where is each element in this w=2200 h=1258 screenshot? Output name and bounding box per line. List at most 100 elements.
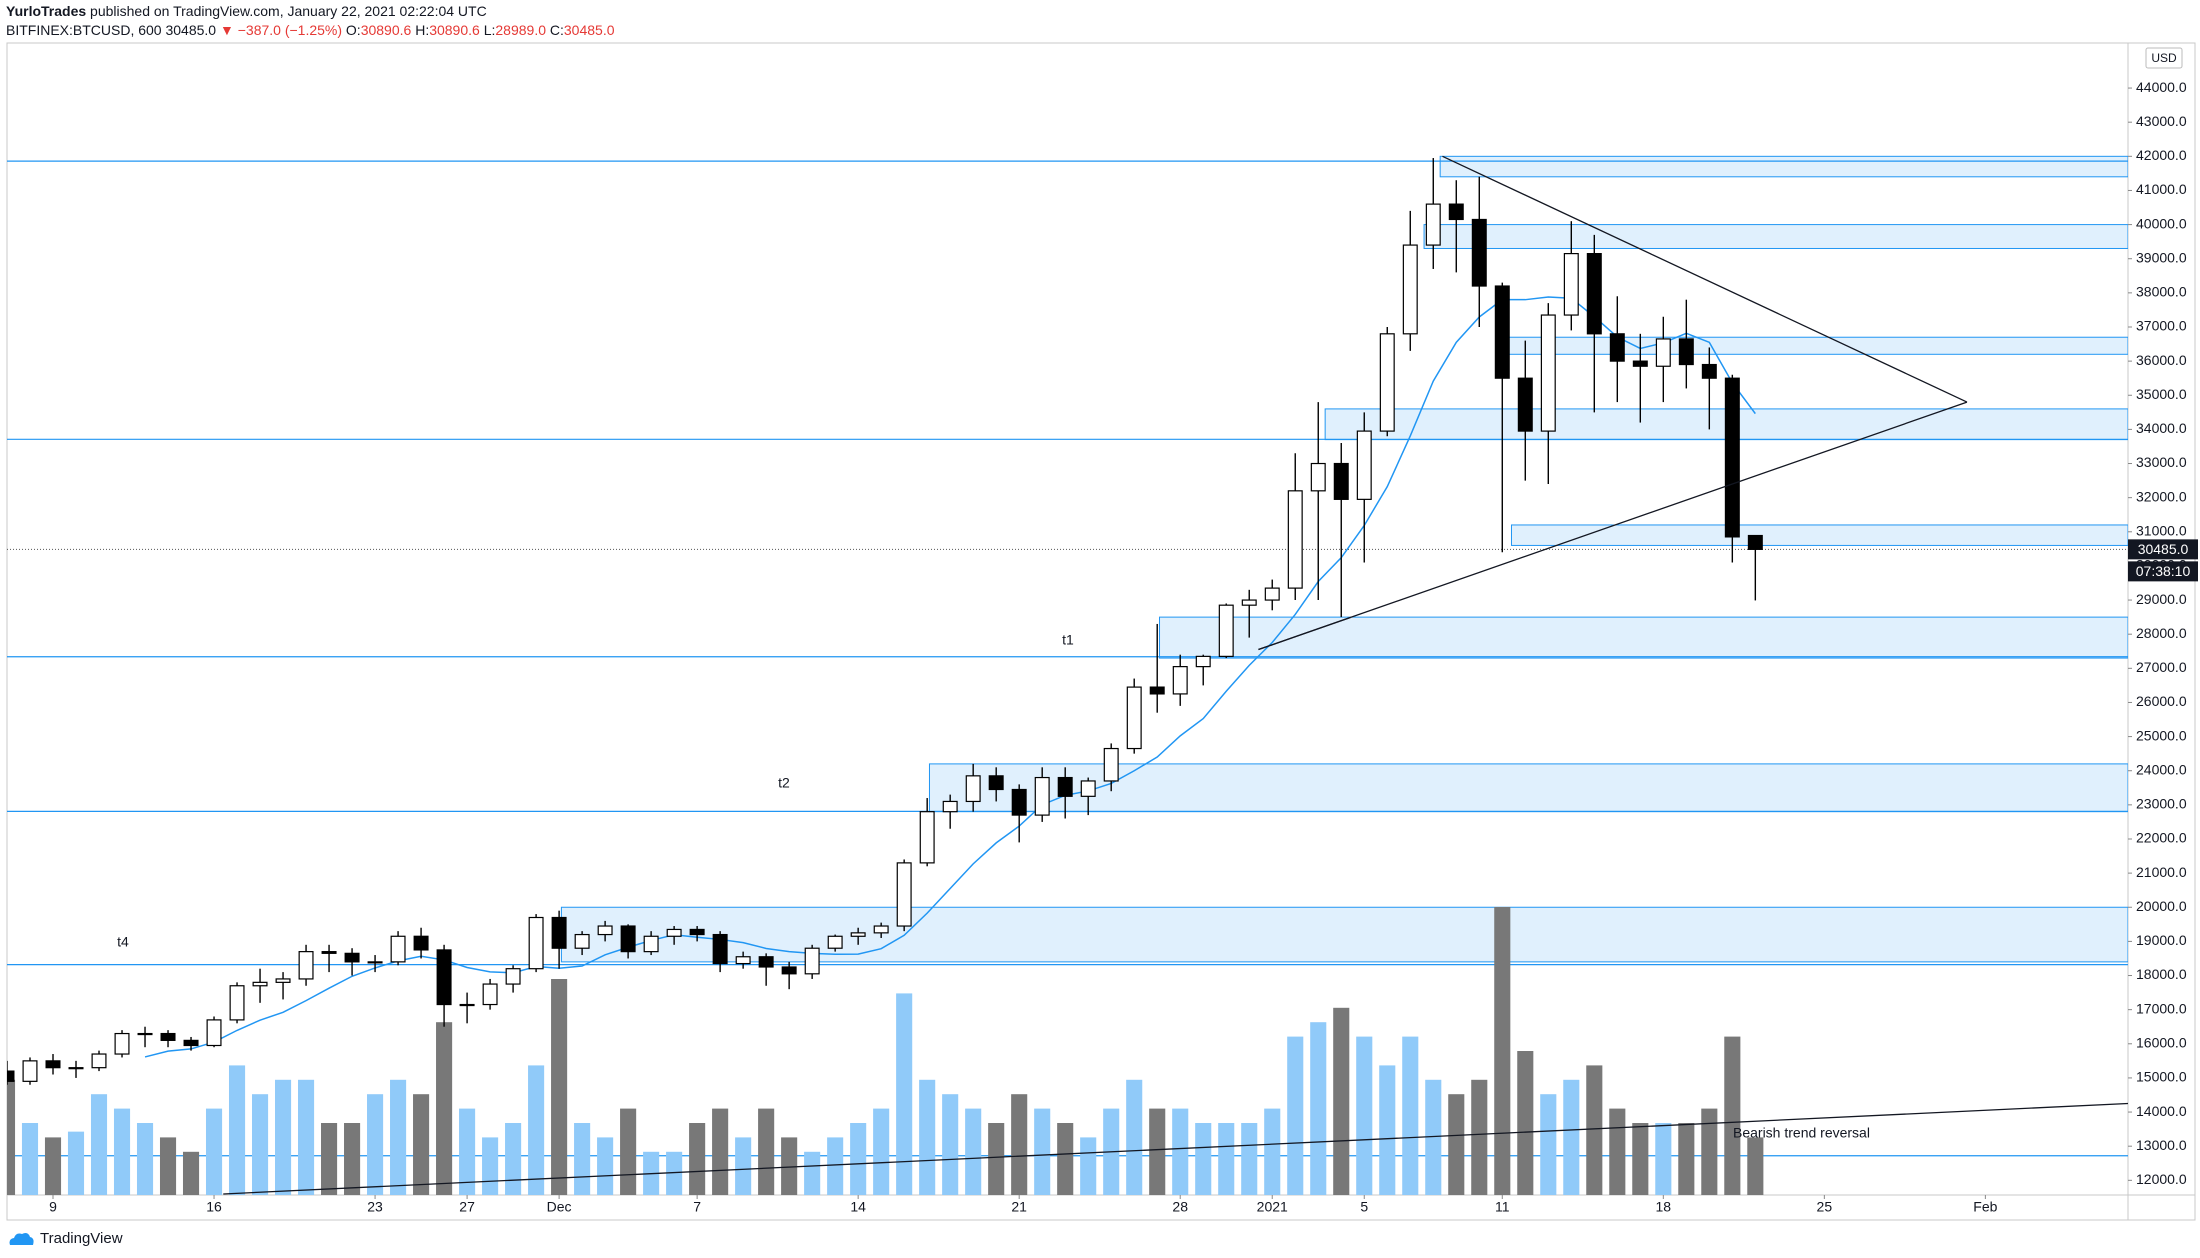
volume-bar: [827, 1137, 844, 1195]
volume-bar: [390, 1079, 407, 1195]
candle-body: [1149, 686, 1165, 695]
y-tick-label: 15000.0: [2136, 1069, 2187, 1085]
volume-bar: [1218, 1123, 1235, 1195]
brand: TradingView: [40, 1230, 123, 1247]
currency-box: [2145, 47, 2183, 69]
y-tick-label: 39000.0: [2136, 249, 2187, 265]
annotation: t1: [1062, 632, 1074, 648]
y-tick-label: 33000.0: [2136, 454, 2187, 470]
volume-bar: [1724, 1036, 1741, 1195]
volume-bar: [205, 1108, 223, 1195]
y-tick-label: 40000.0: [2136, 215, 2187, 231]
volume-bar: [1586, 1065, 1603, 1195]
candle-body: [1057, 776, 1073, 797]
candle-body: [183, 1039, 199, 1047]
candle-body: [1356, 430, 1372, 500]
volume-bar: [1333, 1007, 1350, 1195]
candle-body: [1195, 655, 1211, 668]
volume-bar: [1425, 1079, 1442, 1195]
candle-body: [1241, 599, 1257, 606]
volume-bar: [1540, 1094, 1557, 1195]
candle-body: [1011, 788, 1027, 816]
candle-body: [298, 951, 314, 980]
volume-bar: [1402, 1036, 1419, 1195]
moving-average: [144, 296, 1756, 1058]
zone: [560, 906, 2128, 963]
volume-bar: [113, 1108, 131, 1195]
y-tick-label: 42000.0: [2136, 147, 2187, 163]
volume-bar: [228, 1065, 246, 1195]
candle-body: [827, 935, 843, 949]
candle-body: [436, 949, 452, 1006]
volume-bar: [1517, 1051, 1534, 1195]
volume-bar: [482, 1137, 499, 1195]
y-tick-label: 14000.0: [2136, 1103, 2187, 1119]
ohlc-label: C:: [549, 22, 564, 38]
volume-bar: [159, 1137, 177, 1195]
y-tick-label: 20000.0: [2136, 898, 2187, 914]
candle-body: [505, 968, 521, 985]
candle-body: [1034, 776, 1050, 816]
candle-body: [1586, 253, 1602, 335]
volume-bar: [1034, 1108, 1051, 1195]
volume-bar: [1287, 1036, 1304, 1195]
volume-bar: [298, 1079, 315, 1195]
candle-body: [413, 935, 429, 951]
volume-bar: [1494, 907, 1511, 1195]
candle-body: [1172, 666, 1188, 695]
volume-bar: [1448, 1094, 1465, 1195]
candle-body: [1402, 244, 1418, 335]
candle-body: [850, 932, 866, 937]
candle-body: [1103, 747, 1119, 782]
x-tick-label: 2021: [1257, 1199, 1288, 1215]
zone: [1510, 524, 2128, 546]
candle-body: [735, 956, 751, 965]
y-tick-label: 25000.0: [2136, 727, 2187, 743]
y-tick-label: 24000.0: [2136, 761, 2187, 777]
candle-body: [206, 1019, 222, 1047]
volume-bar: [942, 1094, 959, 1195]
footer: TradingView: [8, 1230, 123, 1247]
candle-body: [804, 947, 820, 975]
author: YurloTrades: [6, 3, 87, 19]
candle-body: [574, 933, 590, 949]
change: ▼ −387.0 (−1.25%): [219, 22, 343, 38]
x-tick-label: 5: [1360, 1199, 1368, 1215]
volume-bar: [988, 1123, 1005, 1195]
candle-body: [1448, 203, 1464, 221]
x-tick-label: 27: [459, 1199, 475, 1215]
y-tick-label: 38000.0: [2136, 284, 2187, 300]
candle-body: [1264, 587, 1280, 601]
volume-bar: [1241, 1123, 1258, 1195]
candle-body: [1747, 534, 1763, 550]
ohlc-value: 30485.0: [563, 22, 615, 38]
candle-body: [1379, 333, 1395, 432]
volume-bar: [1264, 1108, 1281, 1195]
volume-bar: [758, 1108, 775, 1195]
candle-body: [1080, 780, 1096, 797]
candle-body: [1218, 604, 1234, 657]
zone: [1423, 224, 2128, 249]
ohlc-o: O:30890.6: [346, 22, 411, 38]
frame: [6, 42, 2196, 1221]
volume-bar: [804, 1151, 821, 1195]
ohlc-l: L:28989.0: [484, 22, 546, 38]
candle-body: [321, 951, 337, 954]
candle-body: [68, 1067, 84, 1070]
candle-body: [1632, 360, 1648, 367]
countdown: 07:38:10: [2136, 563, 2191, 579]
candle-body: [1655, 338, 1671, 367]
volume-bar: [136, 1123, 154, 1195]
currency: USD: [2151, 51, 2177, 65]
published: published on TradingView.com, January 22…: [90, 3, 487, 19]
y-tick-label: 34000.0: [2136, 420, 2187, 436]
volume-bar: [182, 1151, 200, 1195]
candle-body: [1126, 686, 1142, 750]
ohlc-h: H:30890.6: [415, 22, 480, 38]
volume-bar: [505, 1123, 522, 1195]
candle-body: [781, 966, 797, 975]
y-tick-label: 22000.0: [2136, 830, 2187, 846]
volume-bar: [551, 979, 568, 1195]
x-tick-label: 14: [850, 1199, 866, 1215]
candle-body: [1333, 462, 1349, 500]
